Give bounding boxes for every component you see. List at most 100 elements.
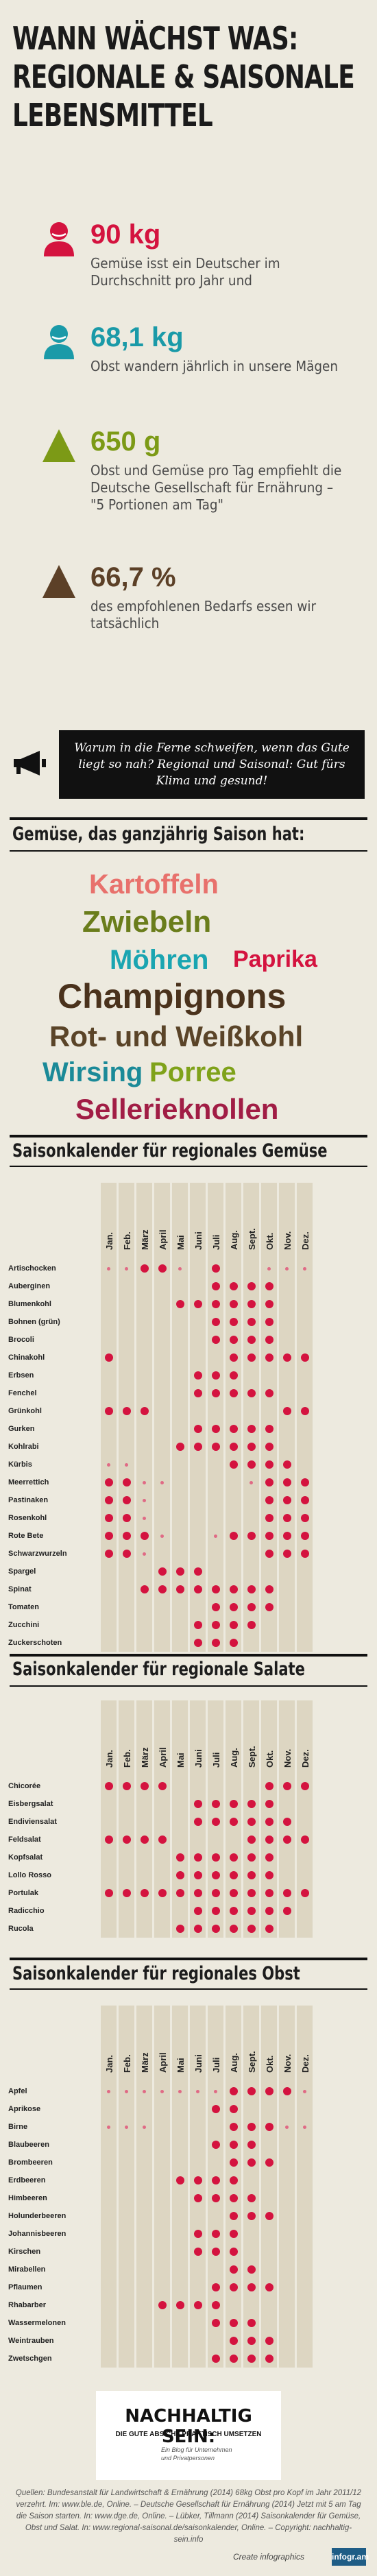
season-dot	[193, 1425, 202, 1433]
infogram-badge[interactable]: infogr.am	[332, 2548, 369, 2566]
partial-season-dot	[160, 1534, 164, 1538]
season-dot	[193, 1639, 202, 1647]
season-dot	[247, 1907, 256, 1915]
season-dot	[265, 1353, 273, 1362]
season-dot	[158, 1889, 167, 1897]
word-champignons: Champignons	[58, 977, 287, 1015]
season-dot	[193, 2194, 202, 2202]
season-dot	[175, 2301, 184, 2309]
stat-value: 650 g	[90, 426, 161, 457]
month-column	[154, 2006, 170, 2368]
season-dot	[229, 2212, 238, 2220]
word-porree: Porree	[149, 1057, 236, 1087]
row-label: Meerrettich	[8, 1478, 49, 1486]
row-label: Pflaumen	[8, 2283, 42, 2291]
season-dot	[122, 1514, 131, 1522]
season-dot	[229, 2337, 238, 2345]
row-label: Rucola	[8, 1925, 34, 1933]
season-dot	[265, 1318, 273, 1326]
row-label: Birne	[8, 2123, 28, 2131]
season-dot	[229, 1336, 238, 1344]
season-dot	[122, 1407, 131, 1415]
row-label: Zuckerschoten	[8, 1639, 62, 1647]
season-dot	[229, 1282, 238, 1290]
row-label: Mirabellen	[8, 2265, 46, 2274]
season-dot	[300, 1353, 309, 1362]
season-dot	[300, 1550, 309, 1558]
season-dot	[282, 1550, 291, 1558]
divider	[10, 817, 367, 820]
calendar-row: Birne	[8, 2118, 337, 2136]
season-dot	[247, 1532, 256, 1540]
calendar-row: Apfel	[8, 2082, 337, 2100]
calendar-row: Feldsalat	[8, 1831, 337, 1849]
word-rotkohl: Rot- und Weißkohl	[49, 1020, 304, 1052]
season-dot	[282, 1407, 291, 1415]
calendar-row: Eisbergsalat	[8, 1795, 337, 1813]
season-dot	[104, 1514, 113, 1522]
season-dot	[211, 2355, 220, 2363]
blog-logo[interactable]: NACHHALTIG SEIN: DIE GUTE ABSICHT PRAKTI…	[96, 2391, 281, 2480]
calendar-row: Kürbis	[8, 1456, 337, 1473]
quote-text: Warum in die Ferne schweifen, wenn das G…	[59, 730, 365, 799]
person-icon	[44, 325, 74, 359]
month-column	[136, 2006, 152, 2368]
row-label: Brombeeren	[8, 2158, 53, 2167]
season-dot	[282, 1532, 291, 1540]
season-dot	[140, 1532, 149, 1540]
month-column	[101, 2006, 117, 2368]
season-dot	[193, 1443, 202, 1451]
season-dot	[265, 1389, 273, 1397]
season-dot	[282, 1907, 291, 1915]
calendar-row: Brocoli	[8, 1331, 337, 1349]
row-label: Kopfsalat	[8, 1853, 43, 1862]
row-label: Holunderbeeren	[8, 2212, 66, 2220]
season-dot	[247, 1353, 256, 1362]
season-dot	[211, 1371, 220, 1380]
season-dot	[211, 2283, 220, 2291]
season-dot	[247, 1603, 256, 1611]
month-label: Okt.	[265, 1232, 275, 1250]
month-label: Juni	[193, 1231, 204, 1250]
triangle-icon	[42, 565, 75, 598]
season-dot	[211, 2141, 220, 2149]
salad-title: Saisonkalender für regionale Salate	[12, 1659, 305, 1680]
month-label: Okt.	[265, 1750, 275, 1768]
calendar-row: Aprikose	[8, 2100, 337, 2118]
person-icon	[44, 222, 74, 256]
season-dot	[158, 1567, 167, 1576]
season-dot	[158, 1264, 167, 1273]
row-label: Blaubeeren	[8, 2141, 49, 2149]
year-round-title: Gemüse, das ganzjährig Saison hat:	[12, 823, 305, 845]
credit-link[interactable]: Create infographics	[233, 2552, 305, 2562]
season-dot	[211, 1907, 220, 1915]
row-label: Aprikose	[8, 2105, 41, 2113]
season-dot	[211, 2194, 220, 2202]
season-dot	[247, 1889, 256, 1897]
month-label: April	[158, 1229, 168, 1250]
season-dot	[282, 1889, 291, 1897]
stat-text: des empfohlenen Bedarfs essen wir tatsäc…	[90, 598, 317, 631]
row-label: Zucchini	[8, 1621, 40, 1629]
row-label: Erdbeeren	[8, 2176, 46, 2184]
partial-season-dot	[160, 1480, 164, 1484]
season-dot	[229, 1603, 238, 1611]
season-dot	[265, 1532, 273, 1540]
divider	[10, 1685, 367, 1687]
calendar-row: Blaubeeren	[8, 2136, 337, 2154]
divider	[10, 1654, 367, 1657]
row-label: Erbsen	[8, 1371, 34, 1380]
season-dot	[247, 1621, 256, 1629]
calendar-row: Fenchel	[8, 1384, 337, 1402]
partial-season-dot	[143, 2125, 146, 2129]
season-dot	[247, 2087, 256, 2095]
calendar-row: Gurken	[8, 1420, 337, 1438]
season-dot	[247, 1318, 256, 1326]
season-dot	[229, 1621, 238, 1629]
calendar-row: Brombeeren	[8, 2154, 337, 2171]
row-label: Radicchio	[8, 1907, 45, 1915]
row-label: Weintrauben	[8, 2337, 54, 2345]
season-dot	[265, 2283, 273, 2291]
season-dot	[300, 1889, 309, 1897]
row-label: Wassermelonen	[8, 2319, 66, 2327]
